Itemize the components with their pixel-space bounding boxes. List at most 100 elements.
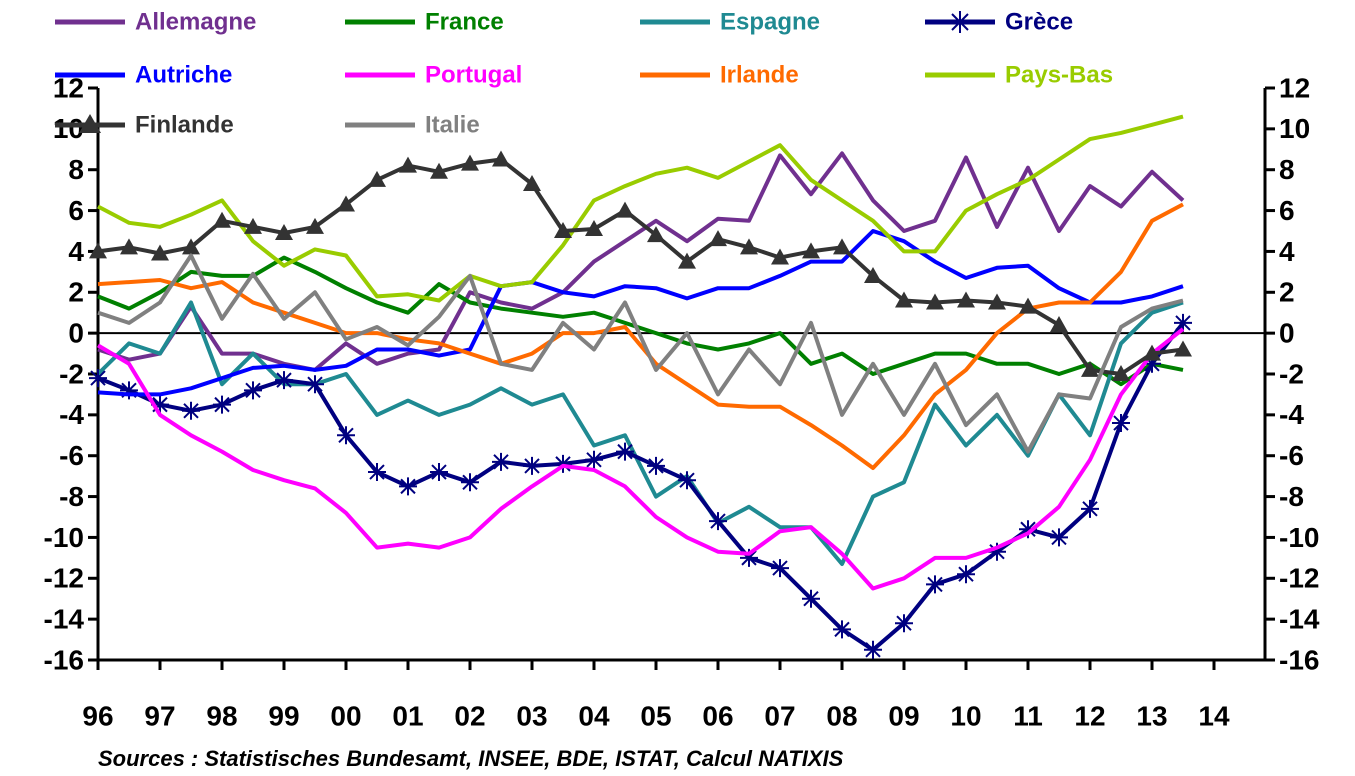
x-tick-label: 13: [1136, 700, 1167, 731]
legend-label: Portugal: [425, 61, 522, 88]
data-point: [1050, 528, 1068, 547]
x-tick-label: 14: [1198, 700, 1230, 731]
data-point: [461, 473, 479, 492]
data-point: [1174, 313, 1192, 332]
data-point: [926, 575, 944, 594]
data-point: [1081, 499, 1099, 518]
data-point: [368, 463, 386, 482]
data-point: [864, 266, 882, 283]
data-point: [554, 454, 572, 473]
data-point: [1019, 520, 1037, 539]
series-line: [97, 255, 1184, 387]
y-tick-label: -12: [44, 563, 84, 594]
series-line: [97, 253, 1184, 454]
data-point: [988, 293, 1006, 310]
x-tick-label: 07: [764, 700, 795, 731]
x-tick-label: 01: [392, 700, 423, 731]
x-tick-label: 99: [268, 700, 299, 731]
y2-tick-label: 12: [1279, 72, 1310, 103]
data-point: [306, 217, 324, 234]
data-point: [368, 170, 386, 187]
data-point: [275, 371, 293, 390]
data-point: [523, 456, 541, 475]
data-point: [926, 293, 944, 310]
x-tick-label: 12: [1074, 700, 1105, 731]
y-tick-label: 2: [68, 277, 84, 308]
data-point: [802, 589, 820, 608]
legend-label: Finlande: [135, 111, 234, 138]
data-point: [120, 381, 138, 400]
data-point: [616, 201, 634, 218]
data-point: [399, 477, 417, 496]
data-point: [709, 230, 727, 247]
data-point: [89, 369, 107, 388]
legend-marker: [79, 114, 101, 133]
data-point: [492, 452, 510, 471]
legend-label: France: [425, 8, 504, 35]
data-point: [306, 375, 324, 394]
data-point: [182, 238, 200, 255]
x-tick-label: 96: [82, 700, 113, 731]
y2-tick-label: -16: [1279, 644, 1319, 675]
data-point: [151, 395, 169, 414]
x-tick-label: 98: [206, 700, 237, 731]
data-point: [182, 401, 200, 420]
series-line: [97, 321, 1185, 652]
legend-label: Grèce: [1005, 8, 1073, 35]
x-tick-label: 08: [826, 700, 857, 731]
data-point: [616, 442, 634, 461]
data-point: [89, 242, 107, 259]
legend-marker: [949, 11, 971, 33]
series-line: [97, 151, 1185, 372]
y-tick-label: 0: [68, 318, 84, 349]
y2-tick-label: -12: [1279, 563, 1319, 594]
data-point: [1174, 340, 1192, 357]
data-point: [988, 542, 1006, 561]
y-tick-label: 8: [68, 154, 84, 185]
data-point: [1143, 354, 1161, 373]
x-tick-label: 97: [144, 700, 175, 731]
y-tick-label: -2: [59, 358, 84, 389]
y2-tick-label: 0: [1279, 318, 1295, 349]
x-tick-label: 09: [888, 700, 919, 731]
data-point: [833, 620, 851, 639]
y-tick-label: 6: [68, 195, 84, 226]
x-tick-label: 05: [640, 700, 671, 731]
legend-label: Pays-Bas: [1005, 61, 1113, 88]
data-point: [1019, 297, 1037, 314]
data-point: [585, 450, 603, 469]
data-point: [740, 548, 758, 567]
data-point: [430, 463, 448, 482]
data-point: [399, 156, 417, 173]
data-point: [678, 252, 696, 269]
y-tick-label: -6: [59, 440, 84, 471]
y2-tick-label: -6: [1279, 440, 1304, 471]
x-tick-label: 00: [330, 700, 361, 731]
data-point: [461, 154, 479, 171]
source-note: Sources : Statistisches Bundesamt, INSEE…: [98, 746, 844, 771]
data-point: [120, 238, 138, 255]
data-point: [833, 238, 851, 255]
data-point: [1112, 365, 1130, 381]
y-tick-label: -4: [59, 399, 84, 430]
y-tick-label: 4: [68, 236, 84, 267]
data-point: [523, 175, 541, 192]
y-tick-label: -10: [44, 522, 84, 553]
data-point: [895, 614, 913, 633]
y-tick-label: -14: [44, 604, 85, 635]
y-tick-label: 12: [53, 72, 84, 103]
data-point: [1143, 344, 1161, 361]
data-point: [1050, 315, 1068, 332]
data-point: [771, 559, 789, 578]
x-tick-label: 06: [702, 700, 733, 731]
y2-tick-label: 4: [1279, 236, 1295, 267]
series-line: [97, 229, 1184, 397]
series-line: [96, 300, 1184, 566]
x-tick-label: 04: [578, 700, 610, 731]
data-point: [957, 565, 975, 584]
data-point: [1081, 360, 1099, 377]
data-point: [740, 238, 758, 255]
y-tick-label: -16: [44, 644, 84, 675]
legend-label: Espagne: [720, 8, 820, 35]
data-point: [275, 224, 293, 241]
